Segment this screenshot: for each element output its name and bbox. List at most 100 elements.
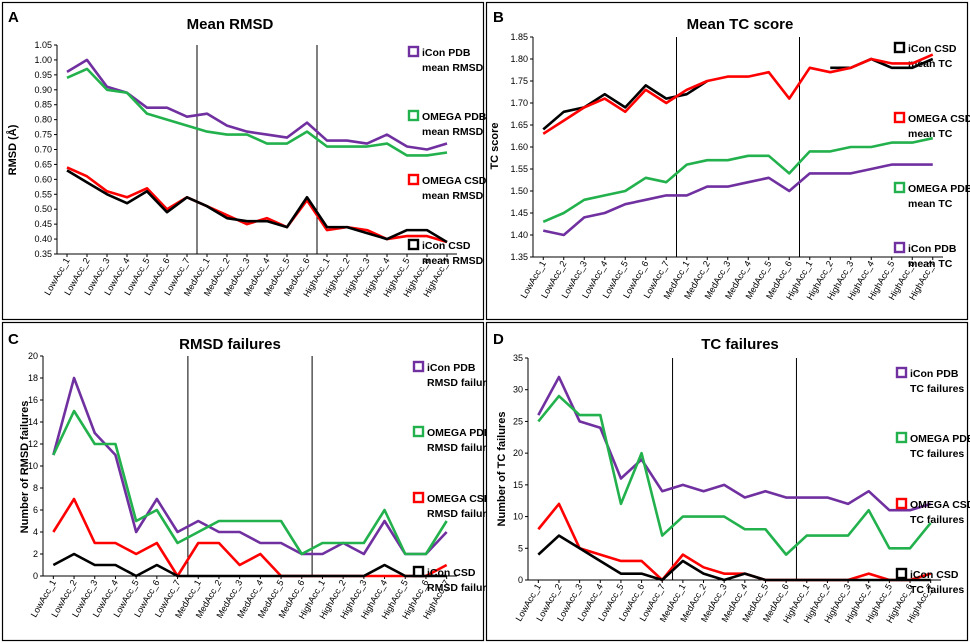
legend-swatch — [893, 181, 906, 194]
y-tick-label: 0.95 — [34, 70, 52, 80]
legend-swatch — [895, 431, 908, 444]
series-line-icon-pdb-rmsd-failures — [52, 376, 448, 556]
legend-label: OMEGA CSD — [910, 499, 970, 511]
y-tick-label: 8 — [33, 483, 38, 493]
panel-frame — [1, 321, 485, 642]
legend-swatch — [407, 45, 420, 58]
y-tick-label: 0.40 — [34, 234, 52, 244]
legend-label: OMEGA PDB — [422, 111, 487, 123]
series-line-icon-csd-tc-failures — [537, 534, 931, 582]
panel-letter: D — [493, 331, 504, 348]
y-tick-label: 1.00 — [34, 55, 52, 65]
y-tick-label: 0.50 — [34, 204, 52, 214]
y-tick-label: 14 — [28, 417, 38, 427]
y-axis-label: Number of RMSD failures — [19, 401, 31, 534]
series-line-icon-pdb-tc-failures — [537, 375, 932, 512]
legend-swatch — [412, 425, 425, 438]
y-tick-label: 1.75 — [510, 76, 528, 86]
y-tick-label: 10 — [513, 512, 523, 522]
chart-title: Mean TC score — [687, 16, 794, 33]
legend-label: OMEGA CSD — [422, 175, 487, 187]
legend-swatch — [893, 41, 906, 54]
y-tick-label: 12 — [28, 439, 38, 449]
legend-label: iCon PDB — [422, 47, 471, 59]
y-tick-label: 0.75 — [34, 130, 52, 140]
y-tick-label: 0.90 — [34, 85, 52, 95]
y-tick-label: 18 — [28, 373, 38, 383]
legend-label: iCon CSD — [910, 569, 959, 581]
panel-a: A Mean RMSD 0.35 0.40 0.45 0.50 0.55 0.60 0.65 0.… — [1, 1, 487, 321]
legend-label: OMEGA PDB — [427, 427, 492, 439]
legend-label-sub: RMSD failures — [427, 377, 498, 389]
y-tick-label: 1.80 — [510, 54, 528, 64]
y-tick-label: 0.55 — [34, 189, 52, 199]
y-axis-label: Number of TC failures — [496, 412, 508, 527]
y-tick-label: 20 — [28, 351, 38, 361]
series-line-omega-pdb-mean-tc — [542, 136, 934, 223]
legend-label: iCon PDB — [427, 362, 476, 374]
panel-letter: A — [8, 9, 19, 26]
legend-swatch — [895, 366, 908, 379]
y-tick-label: 0.65 — [34, 159, 52, 169]
legend-label-sub: mean RMSD — [422, 255, 484, 267]
series-line-icon-csd-rmsd-failures — [52, 552, 447, 578]
y-tick-label: 1.45 — [510, 208, 528, 218]
legend-label: iCon CSD — [427, 567, 476, 579]
legend-swatch — [895, 567, 908, 580]
y-tick-label: 1.05 — [34, 40, 52, 50]
panel-letter: B — [493, 9, 504, 26]
y-tick-label: 6 — [33, 505, 38, 515]
legend-swatch — [412, 360, 425, 373]
legend-label-sub: TC failures — [910, 514, 964, 526]
series-line-omega-pdb-mean-rmsd — [66, 67, 448, 157]
panel-d: D TC failures05101520253035LowAcc_1LowAcc… — [485, 321, 970, 642]
y-tick-label: 0.35 — [34, 249, 52, 259]
legend-label-sub: mean RMSD — [422, 62, 484, 74]
y-tick-label: 0.60 — [34, 174, 52, 184]
y-tick-label: 1.70 — [510, 98, 528, 108]
y-tick-label: 1.40 — [510, 230, 528, 240]
legend-label-sub: RMSD failures — [427, 508, 498, 520]
y-tick-label: 2 — [33, 549, 38, 559]
y-tick-label: 20 — [513, 448, 523, 458]
chart-title: Mean RMSD — [187, 16, 274, 33]
series-line-icon-pdb-mean-tc — [542, 163, 933, 237]
legend-label-sub: mean RMSD — [422, 190, 484, 202]
series-line-omega-pdb-rmsd-failures — [52, 409, 448, 556]
panel-frame — [1, 1, 485, 321]
y-tick-label: 1.65 — [510, 120, 528, 130]
y-tick-label: 30 — [513, 385, 523, 395]
legend-label: iCon PDB — [908, 243, 957, 255]
legend-label-sub: mean TC — [908, 198, 953, 210]
series-line-omega-csd-tc-failures — [537, 502, 932, 582]
y-axis-label: RMSD (Å) — [6, 124, 19, 175]
y-tick-label: 0 — [518, 575, 523, 585]
legend-label-sub: RMSD failures — [427, 442, 498, 454]
y-tick-label: 10 — [28, 461, 38, 471]
legend-swatch — [412, 491, 425, 504]
y-tick-label: 0.85 — [34, 100, 52, 110]
y-tick-label: 16 — [28, 395, 38, 405]
y-tick-label: 0.80 — [34, 115, 52, 125]
panel-letter: C — [8, 331, 19, 348]
series-line-omega-csd-mean-tc — [542, 53, 934, 135]
y-tick-label: 25 — [513, 416, 523, 426]
legend-label-sub: TC failures — [910, 383, 964, 395]
y-tick-label: 1.55 — [510, 164, 528, 174]
legend-label-sub: TC failures — [910, 584, 964, 596]
y-tick-label: 1.50 — [510, 186, 528, 196]
y-tick-label: 15 — [513, 480, 523, 490]
series-line-omega-csd-rmsd-failures — [52, 497, 448, 578]
legend-swatch — [893, 111, 906, 124]
legend-label-sub: mean RMSD — [422, 126, 484, 138]
legend-swatch — [407, 238, 420, 251]
legend-label: OMEGA CSD — [427, 493, 492, 505]
panel-frame — [485, 321, 969, 642]
y-tick-label: 1.60 — [510, 142, 528, 152]
legend-swatch — [407, 173, 420, 186]
legend-label-sub: mean TC — [908, 128, 953, 140]
legend-swatch — [412, 565, 425, 578]
legend-label-sub: mean TC — [908, 258, 953, 270]
series-line-icon-csd-mean-rmsd — [66, 169, 448, 244]
